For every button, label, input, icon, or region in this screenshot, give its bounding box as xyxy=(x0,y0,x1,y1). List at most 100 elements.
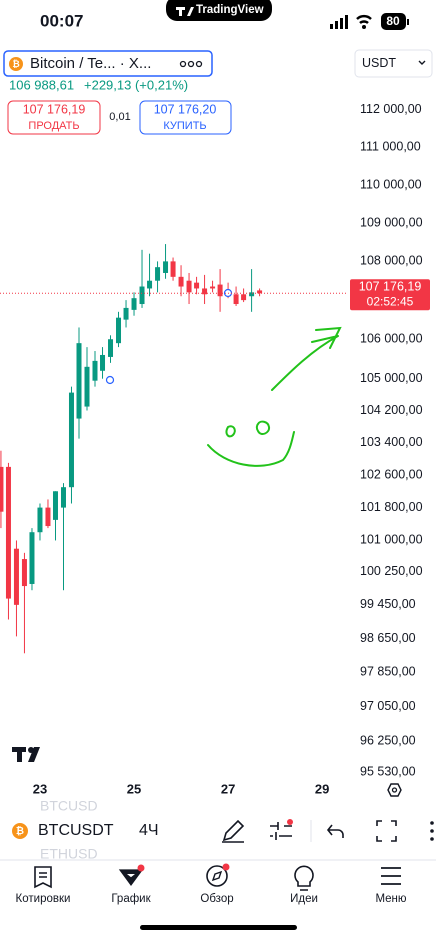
more-icon[interactable] xyxy=(179,60,203,68)
drawing-smile xyxy=(207,431,295,467)
candle-body xyxy=(29,532,35,584)
app-name: TradingView xyxy=(196,4,264,16)
tv-logo xyxy=(12,747,40,762)
y-tick-label: 98 650,00 xyxy=(360,631,416,645)
candle-body xyxy=(178,276,184,287)
candle-body xyxy=(139,286,145,305)
ghost-symbol: BTCUSD xyxy=(40,798,98,814)
quote-price: 106 988,61 xyxy=(9,77,74,92)
sell-button[interactable] xyxy=(7,100,101,135)
home-indicator xyxy=(140,925,297,930)
candle-body xyxy=(210,286,216,289)
y-tick-label: 96 250,00 xyxy=(360,733,416,747)
coin-glyph: ₿ xyxy=(16,825,24,837)
nav-icon-compass xyxy=(211,870,223,882)
candle-body xyxy=(217,284,223,297)
y-tick-label: 97 850,00 xyxy=(360,665,416,679)
last-price-label: 107 176,19 xyxy=(359,280,422,294)
wifi-icon xyxy=(356,14,372,25)
nav-icon-overview xyxy=(206,865,228,887)
candle-body xyxy=(241,294,247,301)
nav-icon-ideas xyxy=(294,865,314,891)
candle-body xyxy=(13,548,19,605)
candle-body xyxy=(170,261,176,277)
tv-logo-small xyxy=(176,7,194,16)
quote-change: +229,13 (+0,21%) xyxy=(84,77,188,92)
y-tick-label: 101 000,00 xyxy=(360,533,423,547)
axis-settings[interactable] xyxy=(387,783,402,797)
candle-body xyxy=(186,280,192,293)
candle-body xyxy=(116,317,122,344)
candle-body xyxy=(257,290,263,294)
nav-icon-menu xyxy=(381,867,401,885)
nav-label[interactable]: График xyxy=(111,893,151,905)
symbol-name: Bitcoin / Te... · X... xyxy=(30,55,151,72)
axis-settings-dot xyxy=(391,787,398,793)
buy-button[interactable] xyxy=(139,100,232,135)
candle-body xyxy=(108,339,114,357)
tv-logo-dot xyxy=(28,747,34,753)
signal-icon xyxy=(330,15,348,29)
drawing-eyes xyxy=(225,420,271,438)
y-tick-label: 108 000,00 xyxy=(360,254,423,268)
y-tick-label: 104 200,00 xyxy=(360,403,423,417)
battery-level: 80 xyxy=(386,14,400,28)
candle-body xyxy=(131,298,137,310)
candle-body xyxy=(0,466,4,512)
undo[interactable] xyxy=(326,824,344,838)
y-tick-label: 103 400,00 xyxy=(360,435,423,449)
nav-label[interactable]: Котировки xyxy=(16,893,71,905)
candle-body xyxy=(21,559,27,587)
candle-body xyxy=(76,343,82,419)
more-vertical[interactable] xyxy=(430,821,434,841)
y-tick-label: 110 000,00 xyxy=(360,177,422,191)
toolbar-symbol[interactable]: BTCUSDT xyxy=(38,822,114,839)
drawing xyxy=(207,326,342,467)
drawing-arrow xyxy=(271,326,342,391)
ghost-symbol: ETHUSD xyxy=(40,846,98,862)
candle-body xyxy=(84,366,90,407)
y-tick-label: 109 000,00 xyxy=(360,215,423,229)
coin-glyph: ₿ xyxy=(12,59,19,69)
fullscreen[interactable] xyxy=(376,820,397,842)
nav-label[interactable]: Меню xyxy=(375,893,406,905)
y-tick-label: 105 000,00 xyxy=(360,371,423,385)
currency-button[interactable] xyxy=(354,49,433,78)
candle-body xyxy=(68,392,74,488)
x-tick-label: 27 xyxy=(221,781,235,796)
symbol-button[interactable] xyxy=(3,50,213,77)
nav-label[interactable]: Обзор xyxy=(200,893,233,905)
buy-price: 107 176,20 xyxy=(154,102,217,116)
wifi-dot xyxy=(362,25,366,29)
currency: USDT xyxy=(362,56,396,70)
sell-label: ПРОДАТЬ xyxy=(28,120,79,132)
event-marker xyxy=(105,375,115,385)
y-tick-label: 95 530,00 xyxy=(360,765,416,779)
x-tick-label: 25 xyxy=(127,781,141,796)
candle-body xyxy=(123,307,129,320)
toolbar xyxy=(0,803,436,860)
buy-label: КУПИТЬ xyxy=(163,120,206,132)
nav-label[interactable]: Идеи xyxy=(290,893,318,905)
candle-body xyxy=(52,491,58,520)
battery-tip xyxy=(407,19,409,25)
candle-body xyxy=(155,267,161,281)
y-tick-label: 102 600,00 xyxy=(360,467,423,481)
draw-tool[interactable] xyxy=(222,819,245,843)
candle-body xyxy=(233,294,239,305)
y-tick-label: 99 450,00 xyxy=(360,597,416,611)
candle-body xyxy=(194,282,200,289)
indicators-tool[interactable] xyxy=(270,822,292,840)
nav-badge xyxy=(222,863,230,871)
candle-body xyxy=(163,261,169,273)
candle-body xyxy=(5,466,11,599)
nav-icon-chart xyxy=(118,869,144,887)
candle-body xyxy=(249,292,255,297)
toolbar-interval[interactable]: 4Ч xyxy=(139,822,159,839)
y-tick-label: 97 050,00 xyxy=(360,699,416,713)
nav-icon-quotes xyxy=(34,866,52,889)
coin-icon xyxy=(12,823,28,839)
candle-body xyxy=(147,280,153,289)
nav-badge xyxy=(137,864,145,872)
